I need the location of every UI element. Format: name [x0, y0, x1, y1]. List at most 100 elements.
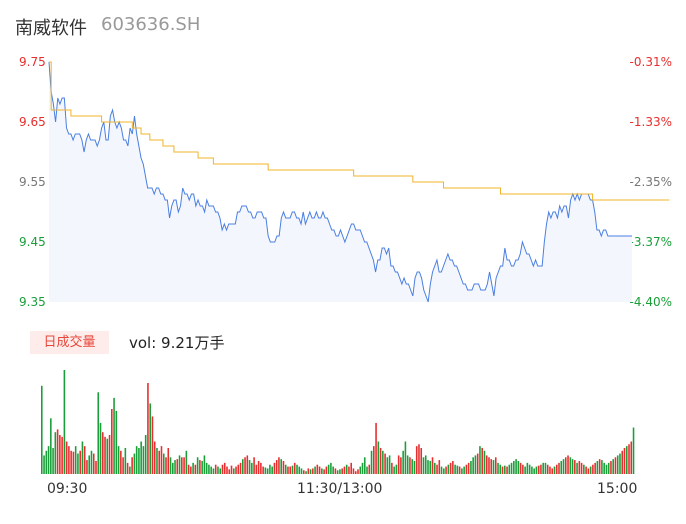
volume-bar — [162, 453, 165, 474]
volume-bar — [522, 464, 524, 474]
stock-name: 南威软件 — [15, 18, 87, 39]
volume-bar — [237, 464, 240, 474]
volume-bar — [542, 462, 544, 474]
volume-bar — [309, 469, 312, 474]
volume-bar — [244, 457, 246, 474]
volume-bar — [92, 453, 95, 474]
volume-bar — [402, 450, 404, 474]
volume-bar — [298, 466, 301, 474]
volume-bar — [506, 466, 508, 474]
volume-bar — [436, 464, 438, 474]
volume-bar — [628, 444, 630, 474]
volume-bar — [623, 448, 626, 474]
volume-bar — [120, 450, 122, 474]
y-tick-right: -2.35% — [629, 175, 672, 189]
volume-bar — [431, 457, 434, 474]
volume-bar — [418, 444, 420, 474]
volume-bar — [357, 469, 359, 474]
volume-bar — [343, 466, 346, 474]
volume-bar — [287, 466, 289, 474]
volume-bar — [293, 462, 296, 474]
volume-bar — [314, 466, 316, 474]
volume-bar — [373, 446, 375, 474]
volume-bar — [472, 457, 474, 474]
volume-bar — [404, 441, 407, 474]
volume-bar — [375, 422, 377, 474]
volume-bar — [583, 464, 585, 474]
volume-bar — [291, 465, 294, 474]
volume-bar — [359, 466, 362, 474]
volume-bar — [50, 418, 52, 474]
volume-bar — [605, 464, 608, 474]
volume-bar — [131, 457, 133, 474]
volume-bar — [140, 441, 142, 474]
volume-bar — [535, 466, 538, 474]
volume-bar — [165, 457, 167, 474]
volume-bar — [386, 457, 389, 474]
volume-bar — [61, 436, 63, 474]
volume-bar — [549, 466, 551, 474]
volume-bar — [569, 457, 572, 474]
volume-bar — [52, 448, 54, 474]
volume-bar — [115, 410, 118, 474]
volume-bar — [443, 468, 445, 474]
volume-bar — [424, 455, 427, 474]
volume-bar — [156, 448, 158, 474]
volume-bar — [587, 468, 590, 474]
volume-bar — [325, 466, 328, 474]
volume-bar — [219, 468, 222, 474]
volume-bar — [330, 462, 332, 474]
volume-bar — [230, 465, 233, 474]
volume-bar — [350, 462, 352, 474]
volume-bar — [79, 450, 81, 474]
volume-bar — [77, 453, 79, 474]
volume-bar — [178, 455, 181, 474]
volume-bar — [88, 455, 91, 474]
volume-bar — [97, 392, 100, 474]
volume-bar — [397, 455, 400, 474]
volume-bar — [104, 436, 106, 474]
volume-bar — [449, 462, 452, 474]
volume-bar — [558, 462, 560, 474]
volume-bar — [176, 459, 179, 474]
volume-bar — [321, 468, 323, 474]
volume-bar — [282, 461, 285, 474]
volume-bar — [630, 441, 633, 474]
volume-bar — [479, 446, 481, 474]
volume-bar — [427, 460, 429, 474]
volume-bar — [278, 457, 280, 474]
volume-bar — [415, 446, 418, 474]
volume-bar — [74, 446, 77, 474]
volume-bar — [610, 461, 612, 474]
volume-bar — [251, 462, 253, 474]
volume-bar — [307, 468, 310, 474]
volume-bar — [592, 464, 594, 474]
volume-tab[interactable]: 日成交量 — [30, 331, 109, 354]
volume-bar — [273, 462, 276, 474]
volume-bar — [153, 441, 156, 474]
volume-bar — [445, 466, 447, 474]
volume-bar — [578, 461, 581, 474]
volume-bar — [289, 466, 292, 474]
volume-bar — [228, 469, 231, 474]
volume-bar — [422, 457, 425, 474]
volume-bar — [212, 468, 215, 474]
volume-bar — [203, 455, 206, 474]
volume-bar — [190, 466, 192, 474]
volume-bar — [181, 457, 183, 474]
volume-bar — [456, 465, 459, 474]
volume-bar — [138, 448, 140, 474]
volume-bar — [603, 462, 605, 474]
y-tick-right: -0.31% — [629, 55, 672, 69]
volume-bar — [174, 460, 176, 474]
volume-bar — [467, 462, 470, 474]
volume-bar — [485, 455, 488, 474]
x-tick-open: 09:30 — [47, 481, 88, 497]
volume-bar — [513, 461, 515, 474]
volume-bar — [354, 471, 357, 474]
volume-bar — [537, 465, 540, 474]
volume-bar — [465, 464, 468, 474]
volume-bar — [510, 462, 513, 474]
volume-bar — [334, 468, 337, 474]
